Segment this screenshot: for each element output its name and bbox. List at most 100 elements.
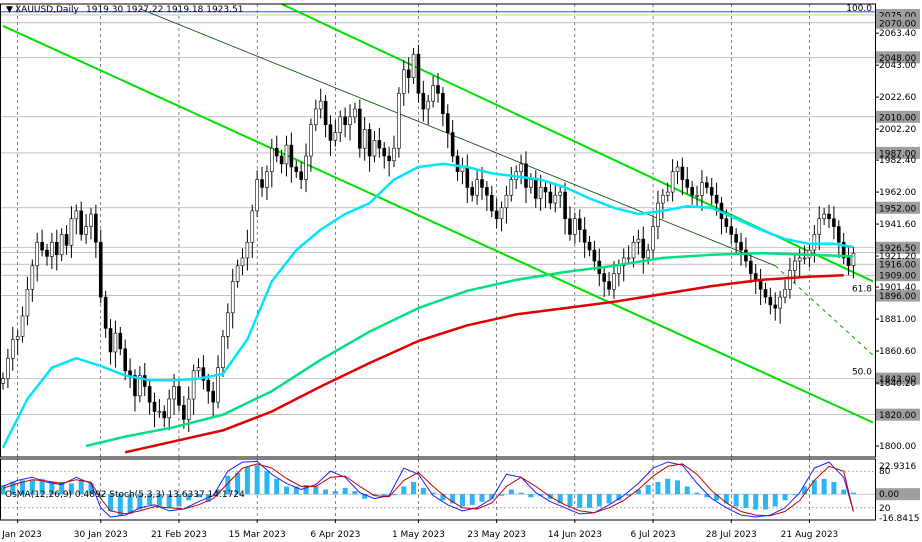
osma-bar [626, 494, 632, 496]
osma-bar [362, 494, 368, 499]
indicator-tick-label: 80 [879, 467, 891, 477]
candle-body [221, 336, 225, 368]
candle-body [89, 213, 93, 227]
osma-bar [401, 486, 407, 495]
osma-bar [0, 484, 6, 495]
level-box [875, 201, 920, 214]
candle-body [470, 187, 475, 196]
candle-body [612, 273, 616, 290]
candle-body [841, 241, 846, 259]
candle-body [709, 187, 714, 196]
candle-body [602, 273, 606, 282]
candle-body [30, 265, 35, 290]
osma-bar [479, 494, 485, 502]
candle-body [524, 163, 528, 188]
candle-body [538, 187, 543, 199]
candle-body [113, 332, 118, 353]
candle-body [768, 296, 773, 306]
candle-body [656, 202, 660, 227]
candle-body [362, 129, 367, 149]
osma-bar [127, 494, 133, 515]
channel-line [139, 8, 776, 267]
level-box-label: 1916.00 [879, 261, 916, 271]
trend-channel-lines [2, 3, 874, 424]
candle-body [377, 140, 382, 149]
osma-bar [98, 494, 104, 498]
osma-bar [782, 494, 788, 501]
indicator-tick-label: 0.00 [879, 490, 899, 500]
price-tick-label: 2043.00 [879, 61, 916, 71]
moving-averages [1, 162, 854, 454]
candle-body [519, 163, 523, 173]
candle-body [103, 296, 108, 329]
date-tick-label: 6 Jan 2023 [0, 530, 42, 540]
candle-body [323, 100, 328, 125]
osma-bar [20, 480, 26, 495]
candle-body [797, 257, 802, 262]
osma-bar [802, 486, 808, 495]
candle-body [548, 191, 553, 204]
candle-body [700, 182, 704, 196]
level-box-label: 2048.00 [879, 54, 916, 64]
candle-body [35, 241, 40, 267]
candle-body [333, 132, 338, 141]
osma-bar [283, 486, 289, 495]
candle-body [226, 312, 230, 337]
candle-body [367, 129, 372, 157]
candle-body [45, 249, 49, 257]
stoch-signal-line [2, 463, 854, 517]
osma-bar [753, 494, 759, 510]
candle-body [675, 166, 680, 173]
channel-line [2, 25, 874, 424]
osma-bar [577, 494, 583, 508]
osma-bar [723, 494, 729, 504]
osma-bar [186, 494, 192, 501]
candle-body [157, 411, 162, 413]
candle-body [59, 234, 64, 256]
candle-body [680, 166, 685, 180]
candle-body [734, 234, 738, 243]
candle-body [465, 166, 470, 188]
candle-body [749, 260, 753, 274]
osma-bar [459, 494, 465, 507]
candle-body [25, 288, 30, 317]
indicator-plot-frame [0, 458, 876, 521]
osma-bar [792, 494, 798, 496]
candle-body [641, 238, 646, 259]
price-tick-label: 2063.40 [879, 29, 916, 39]
candle-body [533, 179, 538, 199]
candle-body [783, 288, 787, 298]
level-box [875, 51, 920, 64]
osma-bar [68, 483, 74, 495]
date-tick-label: 21 Aug 2023 [781, 530, 839, 540]
price-tick-label: 1901.40 [879, 283, 916, 293]
price-tick-label: 1962.00 [879, 188, 916, 198]
candle-body [592, 249, 597, 262]
level-box [875, 289, 920, 302]
ma-mid-line [85, 251, 854, 448]
candle-body [10, 339, 15, 359]
fib-label: 50.0 [852, 367, 872, 377]
osma-bar [391, 494, 397, 496]
candle-body [406, 69, 411, 78]
candle-body [191, 370, 196, 400]
osma-bar [225, 475, 231, 495]
price-tick-label: 2002.20 [879, 125, 916, 135]
candle-body [851, 252, 856, 267]
candle-body [494, 210, 499, 220]
osma-bar [518, 492, 524, 495]
candle-body [84, 226, 88, 235]
candle-body [240, 257, 245, 267]
osma-bar [772, 494, 778, 507]
candle-body [416, 53, 421, 94]
candle-body [40, 241, 44, 251]
level-box [875, 258, 920, 271]
osma-bar [616, 494, 622, 501]
level-box [875, 16, 920, 29]
chart-title: XAUUSD,Daily [15, 5, 79, 15]
candle-body [431, 85, 435, 102]
osma-bar [49, 481, 55, 495]
candle-body [577, 218, 582, 231]
candle-body [651, 226, 655, 251]
